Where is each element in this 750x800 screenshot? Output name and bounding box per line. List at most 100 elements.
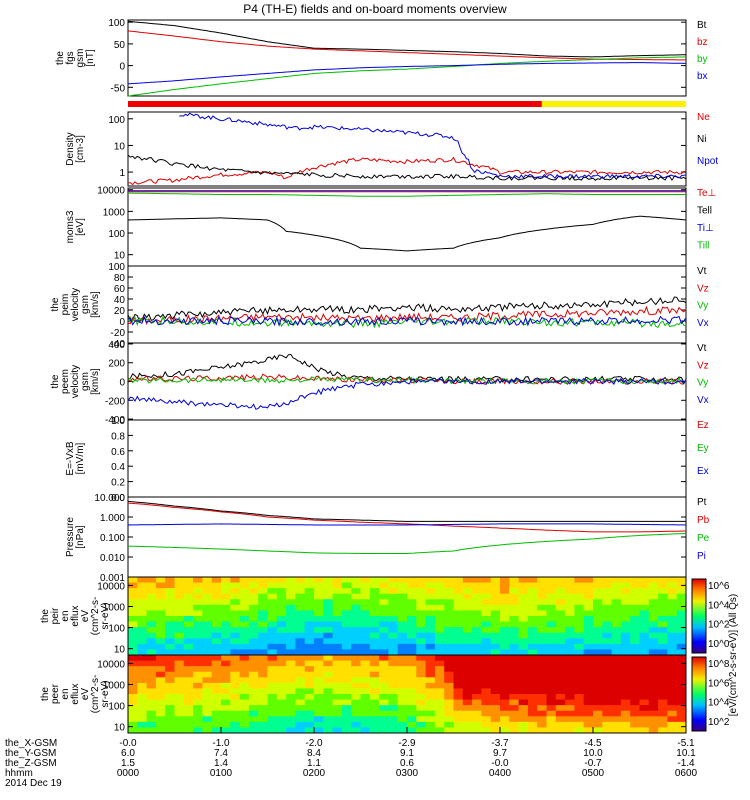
spectrogram-cell [416, 616, 427, 623]
spectrogram-cell [472, 588, 482, 595]
spectrogram-cell [565, 616, 575, 623]
spectrogram-cell [574, 682, 585, 689]
spectrogram-cell [434, 710, 445, 717]
spectrogram-cell [174, 705, 185, 712]
spectrogram-cell [146, 627, 157, 634]
spectrogram-cell [658, 666, 668, 673]
spectrogram-cell [583, 682, 594, 689]
spectrogram-cell [369, 632, 380, 639]
spectrogram-cell [602, 660, 613, 667]
spectrogram-cell [490, 721, 501, 728]
spectrogram-cell [267, 627, 278, 634]
spectrogram-cell [183, 716, 194, 723]
series-line [127, 315, 687, 327]
spectrogram-cell [500, 649, 510, 656]
spectrogram-cell [434, 621, 445, 628]
spectrogram-cell [527, 688, 538, 695]
spectrogram-cell [574, 694, 585, 701]
spectrogram-cell [304, 716, 315, 723]
spectrogram-cell [239, 638, 250, 645]
spectrogram-cell [137, 660, 148, 667]
spectrogram-cell [248, 577, 259, 584]
spectrogram-cell [602, 643, 613, 650]
spectrogram-cell [444, 638, 454, 645]
spectrogram-cell [276, 710, 287, 717]
spectrogram-cell [304, 604, 315, 611]
spectrogram-cell [407, 688, 417, 695]
spectrogram-cell [537, 593, 547, 600]
spectrogram-cell [434, 577, 445, 584]
spectrogram-cell [453, 727, 464, 734]
spectrogram-cell [472, 688, 482, 695]
spectrogram-cell [416, 604, 427, 611]
legend-entry: Vy [697, 301, 708, 312]
spectrogram-cell [546, 727, 557, 734]
spectrogram-cell [221, 632, 231, 639]
spectrogram-cell [407, 621, 417, 628]
spectrogram-cell [258, 632, 268, 639]
spectrogram-cell [276, 721, 287, 728]
spectrogram-cell [239, 688, 250, 695]
spectrogram-cell [379, 671, 389, 678]
spectrogram-cell [434, 688, 445, 695]
spectrogram-cell [611, 688, 622, 695]
spectrogram-cell [211, 671, 222, 678]
spectrogram-cell [388, 632, 399, 639]
spectrogram-cell [527, 610, 538, 617]
spectrogram-cell [565, 682, 575, 689]
spectrogram-cell [509, 627, 520, 634]
spectrogram-cell [379, 632, 389, 639]
spectrogram-cell [332, 610, 343, 617]
ephemeris-value: 0500 [582, 768, 605, 779]
spectrogram-cell [314, 577, 324, 584]
spectrogram-cell [202, 638, 213, 645]
spectrogram-cell [239, 621, 250, 628]
spectrogram-cell [379, 655, 389, 662]
spectrogram-cell [304, 705, 315, 712]
spectrogram-cell [276, 727, 287, 734]
spectrogram-cell [546, 632, 557, 639]
spectrogram-cell [658, 727, 668, 734]
spectrogram-cell [155, 682, 166, 689]
spectrogram-cell [351, 660, 361, 667]
legend-entry: Till [697, 241, 709, 252]
spectrogram-cell [602, 616, 613, 623]
spectrogram-cell [630, 632, 640, 639]
spectrogram-cell [295, 710, 306, 717]
spectrogram-cell [369, 694, 380, 701]
spectrogram-cell [155, 677, 166, 684]
spectrogram-cell [667, 627, 678, 634]
spectrogram-cell [565, 632, 575, 639]
spectrogram-cell [555, 610, 566, 617]
spectrogram-cell [239, 643, 250, 650]
spectrogram-cell [295, 660, 306, 667]
spectrogram-cell [323, 699, 334, 706]
spectrogram-cell [602, 632, 613, 639]
spectrogram-cell [583, 666, 594, 673]
legend-entry: Vz [697, 283, 709, 294]
spectrogram-cell [472, 727, 482, 734]
spectrogram-cell [221, 671, 231, 678]
spectrogram-cell [593, 727, 603, 734]
spectrogram-cell [304, 699, 315, 706]
spectrogram-cell [165, 616, 175, 623]
spectrogram-cell [518, 643, 529, 650]
y-tick-label: 80 [114, 273, 126, 284]
spectrogram-cell [453, 588, 464, 595]
spectrogram-cell [602, 716, 613, 723]
spectrogram-cell [128, 577, 138, 584]
spectrogram-cell [183, 705, 194, 712]
spectrogram-cell [248, 582, 259, 589]
spectrogram-cell [583, 577, 594, 584]
spectrogram-cell [146, 610, 157, 617]
spectrogram-cell [379, 660, 389, 667]
spectrogram-cell [360, 671, 371, 678]
spectrogram-cell [630, 588, 640, 595]
spectrogram-cell [676, 632, 687, 639]
spectrogram-cell [481, 588, 492, 595]
spectrogram-cell [211, 610, 222, 617]
spectrogram-cell [193, 710, 203, 717]
series-line [127, 20, 687, 58]
spectrogram-cell [239, 671, 250, 678]
spectrogram-cell [230, 632, 241, 639]
